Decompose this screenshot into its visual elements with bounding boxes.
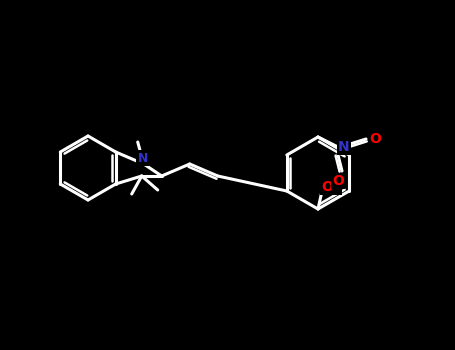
Text: O: O [332,174,344,188]
Text: N: N [338,140,350,154]
Text: N: N [137,152,148,164]
Text: O: O [369,132,381,146]
Text: O⁻: O⁻ [321,180,341,194]
